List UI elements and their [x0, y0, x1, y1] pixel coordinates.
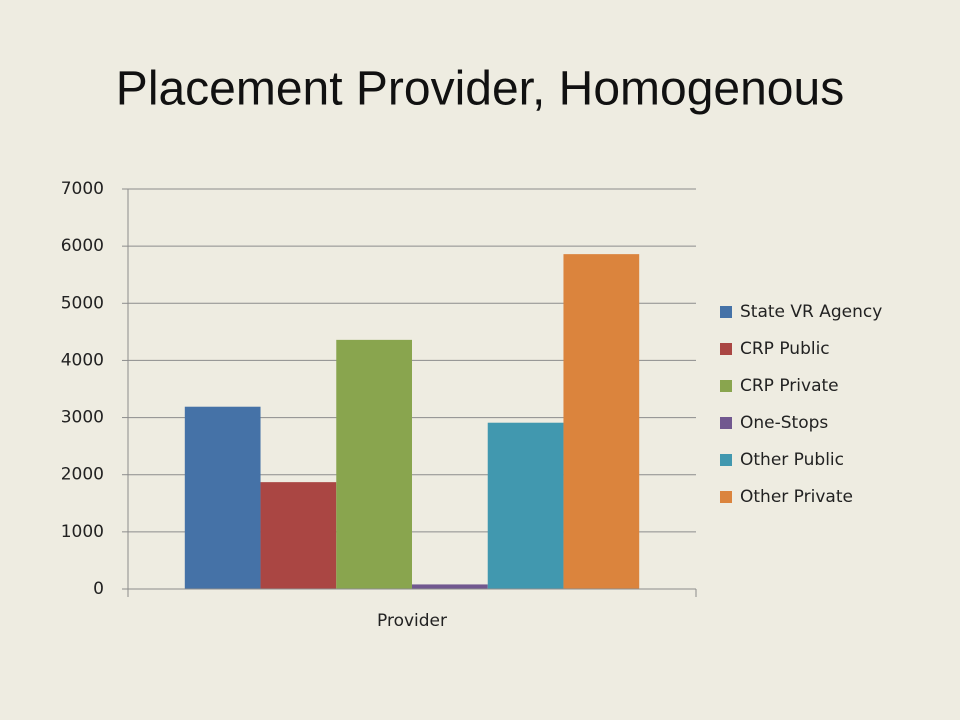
y-tick-label: 4000: [61, 350, 104, 370]
legend-label: Other Public: [740, 450, 844, 470]
bar: [336, 339, 412, 589]
legend-label: State VR Agency: [740, 302, 882, 322]
bar: [184, 406, 261, 589]
bar: [412, 584, 488, 589]
legend-swatch: [720, 306, 732, 318]
legend-label: CRP Private: [740, 376, 839, 396]
y-tick-label: 1000: [61, 522, 104, 542]
legend-swatch: [720, 491, 732, 503]
bar: [260, 482, 337, 589]
y-tick-label: 7000: [61, 179, 104, 199]
chart-title: Placement Provider, Homogenous: [116, 63, 844, 116]
legend-label: CRP Public: [740, 339, 830, 359]
legend-swatch: [720, 454, 732, 466]
y-tick-label: 2000: [61, 465, 104, 485]
legend-label: One-Stops: [740, 413, 828, 433]
y-tick-label: 5000: [61, 293, 104, 313]
bar: [563, 254, 640, 589]
legend-swatch: [720, 417, 732, 429]
x-tick-label: Provider: [377, 611, 447, 631]
y-tick-label: 0: [93, 579, 104, 599]
legend-swatch: [720, 380, 732, 392]
bar: [487, 422, 564, 589]
y-tick-label: 6000: [61, 236, 104, 256]
legend-swatch: [720, 343, 732, 355]
y-tick-label: 3000: [61, 408, 104, 428]
legend-label: Other Private: [740, 487, 853, 507]
